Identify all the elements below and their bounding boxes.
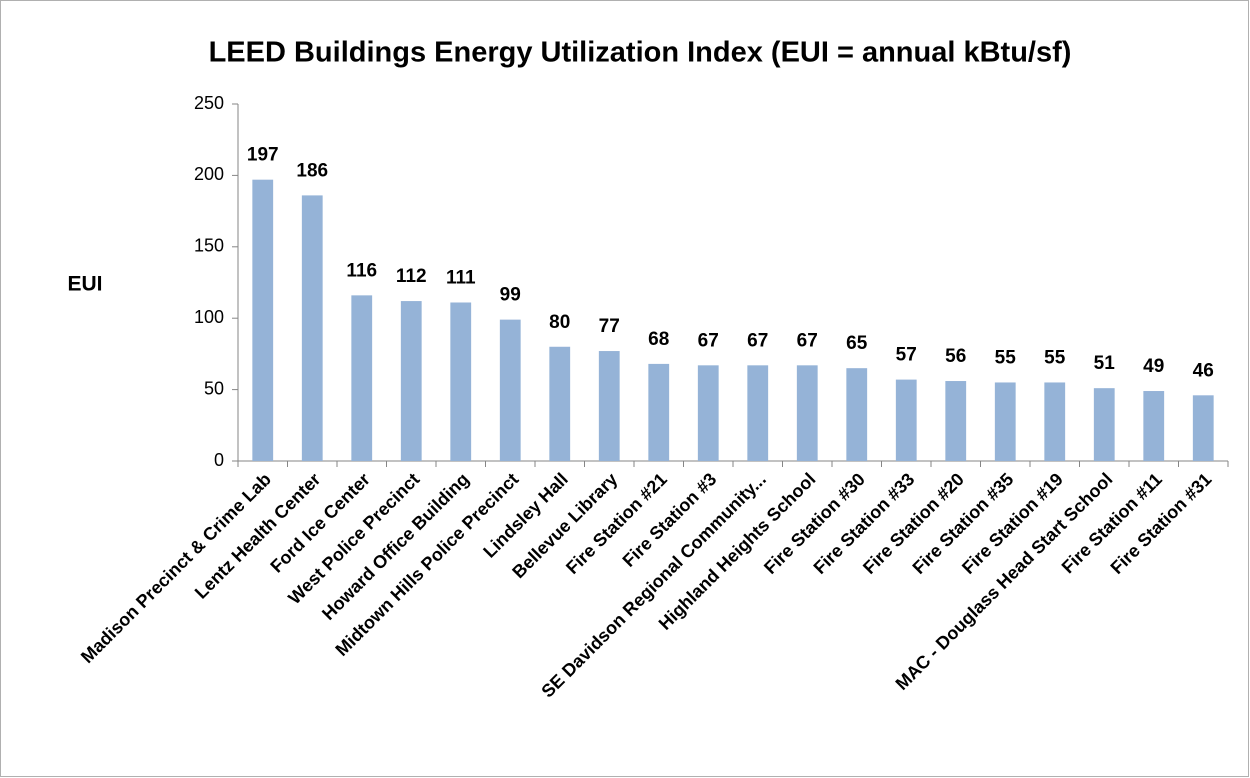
data-label: 111 — [446, 268, 476, 289]
bar — [499, 319, 521, 461]
y-tick-label: 150 — [194, 236, 224, 256]
data-label: 51 — [1094, 353, 1116, 374]
data-label: 67 — [797, 330, 818, 351]
y-tick-label: 200 — [194, 164, 224, 184]
data-label: 67 — [747, 330, 768, 351]
bar — [648, 363, 670, 461]
bar — [301, 195, 323, 461]
data-label: 77 — [599, 316, 620, 337]
chart-title: LEED Buildings Energy Utilization Index … — [209, 37, 1072, 69]
bar — [351, 295, 373, 461]
bar — [945, 381, 967, 461]
data-label: 55 — [995, 347, 1017, 368]
bar — [895, 379, 917, 461]
bar — [697, 365, 719, 461]
bar — [846, 368, 868, 461]
data-label: 49 — [1143, 356, 1164, 377]
data-label: 67 — [698, 330, 719, 351]
bar — [1044, 382, 1066, 461]
y-tick-label: 100 — [194, 307, 224, 327]
data-label: 197 — [247, 145, 279, 166]
bar — [1093, 388, 1115, 461]
data-label: 65 — [846, 333, 868, 354]
data-label: 186 — [296, 160, 328, 181]
bar — [450, 302, 472, 461]
bar — [598, 351, 620, 461]
data-label: 55 — [1044, 347, 1066, 368]
y-tick-label: 50 — [204, 378, 224, 398]
data-label: 99 — [500, 285, 521, 306]
bar — [747, 365, 769, 461]
bar — [1143, 391, 1165, 461]
data-label: 68 — [648, 329, 669, 350]
data-label: 80 — [549, 312, 570, 333]
bar — [1192, 395, 1214, 461]
bar — [252, 179, 274, 461]
bar — [994, 382, 1016, 461]
data-label: 112 — [396, 266, 427, 287]
data-label: 57 — [896, 345, 917, 366]
y-tick-label: 0 — [214, 450, 224, 470]
data-label: 116 — [346, 260, 377, 281]
data-label: 46 — [1193, 360, 1214, 381]
data-label: 56 — [945, 346, 966, 367]
bar — [400, 301, 422, 461]
bar — [549, 346, 571, 461]
y-axis-label: EUI — [67, 273, 102, 296]
bar — [796, 365, 818, 461]
y-tick-label: 250 — [194, 93, 224, 113]
